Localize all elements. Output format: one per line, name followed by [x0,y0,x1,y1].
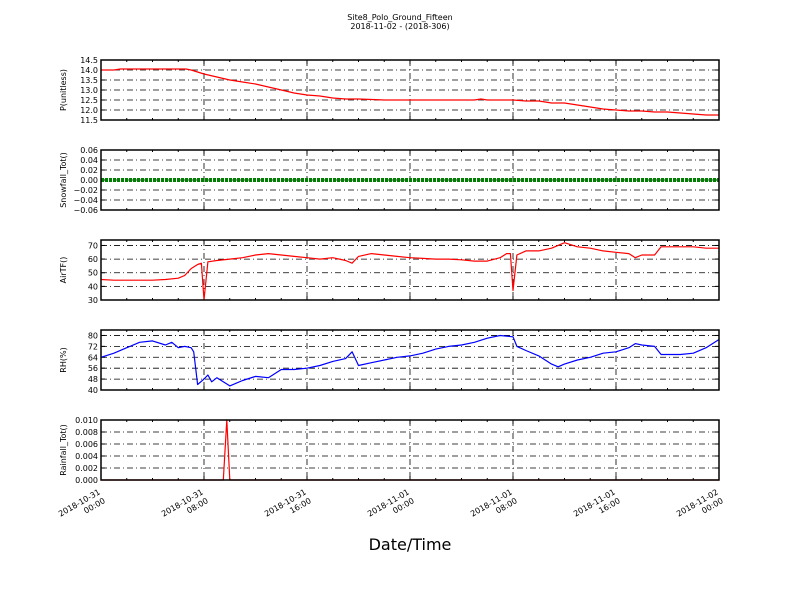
panel-rainfall-tot: 0.000 0.002 0.004 0.006 0.008 0.010 Rainfall_T… [59,416,720,485]
y-tick-label: 13.0 [80,86,98,95]
y-axis-label: P(unitless) [59,69,68,111]
y-tick-label: 0.004 [75,452,98,461]
plot-frame [100,239,720,301]
y-tick-label: 72 [88,342,98,351]
y-axis-label: Snowfall_Tot() [59,152,68,208]
chart-title: Site8_Polo_Ground_Fifteen [347,13,452,22]
plot-frame [100,419,720,481]
y-axis-label: Rainfall_Tot() [59,424,68,476]
y-tick-label: 11.5 [80,116,98,125]
y-tick-label: −0.02 [73,186,98,195]
series-line-airtf [100,242,719,301]
y-tick-label: −0.04 [73,196,98,205]
y-tick-label: 64 [88,353,98,362]
y-tick-label: 0.06 [80,146,98,155]
y-tick-label: 0.010 [75,416,98,425]
plot-frame [100,329,720,391]
y-tick-label: 56 [88,364,98,373]
y-tick-label: 14.0 [80,66,98,75]
y-tick-label: 0.00 [80,176,98,185]
y-tick-label: 0.002 [75,464,98,473]
y-tick-label: −0.06 [73,206,98,215]
y-tick-label: 40 [88,386,98,395]
y-tick-label: 12.5 [80,96,98,105]
y-tick-label: 0.000 [75,476,98,485]
y-tick-label: 70 [88,241,98,250]
y-tick-label: 40 [88,282,98,291]
y-tick-label: 60 [88,255,98,264]
y-tick-label: 30 [88,296,98,305]
y-tick-label: 0.02 [80,166,98,175]
y-tick-label: 0.006 [75,440,98,449]
plot-frame [100,149,720,211]
series-line-p-unitless [101,68,719,116]
y-tick-label: 12.0 [80,106,98,115]
y-tick-label: 0.008 [75,428,98,437]
panel-p-unitless: 11.512.012.513.013.514.014.5 P(unitless) [59,56,720,125]
y-axis-label: RH(%) [59,347,68,372]
x-axis-label: Date/Time [369,535,452,554]
y-tick-label: 0.04 [80,156,98,165]
y-tick-label: 48 [88,375,98,384]
plot-frame [100,59,720,121]
series-line-rh [100,334,720,387]
y-tick-label: 13.5 [80,76,98,85]
panels: 11.512.012.513.013.514.014.5 P(unitless) −… [57,56,725,519]
y-axis-label: AirTF() [59,257,68,284]
panel-rh: 40 48 56 64 72 80 RH(%) [59,329,720,395]
y-tick-label: 80 [88,331,98,340]
y-tick-label: 50 [88,269,98,278]
panel-snowfall-tot: −0.06−0.04−0.020.000.020.040.06 Snowfall_… [59,146,720,215]
panel-airtf: 30 40 50 60 70 AirTF() [59,239,720,305]
chart-subtitle: 2018-11-02 - (2018-306) [350,22,449,31]
y-tick-label: 14.5 [80,56,98,65]
